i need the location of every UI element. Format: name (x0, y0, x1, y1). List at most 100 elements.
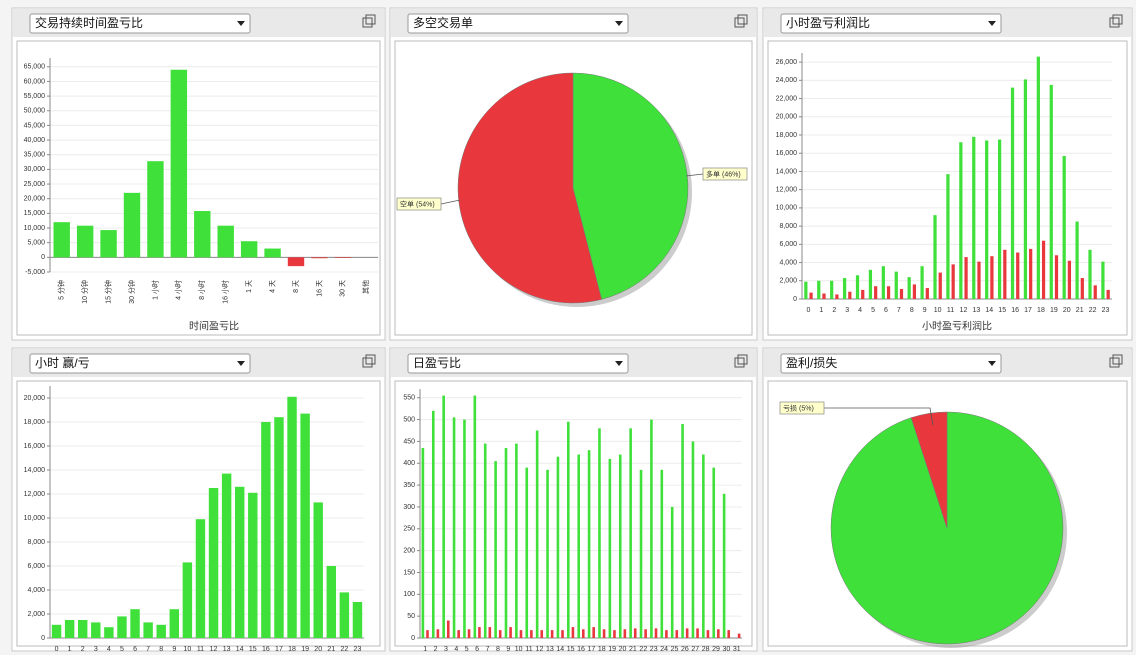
bar (488, 627, 492, 638)
callout-line (685, 173, 704, 177)
x-tick-label: 23 (650, 646, 658, 653)
x-tick-label: 1 (68, 646, 72, 653)
pie-slice (910, 411, 948, 529)
chart-selector[interactable] (29, 353, 251, 374)
bar (287, 396, 297, 638)
bar (143, 622, 153, 638)
y-tick-label: 14,000 (24, 467, 46, 474)
x-tick-label: 30 分钟 (127, 280, 136, 304)
slice-label: 多单 (46%) (706, 169, 741, 178)
maximize-icon[interactable] (362, 17, 373, 28)
callout-line (824, 407, 934, 426)
x-tick-label: 1 (819, 307, 823, 314)
x-axis-label: 时间盈亏比 (189, 320, 239, 333)
bar (842, 278, 847, 299)
chart-selector[interactable] (780, 13, 1002, 34)
x-tick-label: 3 (845, 307, 849, 314)
bar (855, 275, 860, 299)
bar (717, 629, 720, 638)
bar (519, 630, 523, 638)
bar (311, 257, 328, 259)
x-tick-label: 17 (587, 646, 595, 653)
maximize-icon[interactable] (734, 357, 745, 368)
x-tick-label: 29 (712, 646, 720, 653)
bar (274, 417, 284, 638)
y-tick-label: 18,000 (24, 419, 46, 426)
maximize-icon[interactable] (1109, 357, 1120, 368)
x-tick-label: 1 (423, 646, 427, 653)
bar (613, 630, 616, 638)
chart-selector[interactable] (407, 13, 629, 34)
x-tick-label: 11 (525, 646, 532, 653)
bar (894, 271, 898, 299)
x-tick-label: 10 分钟 (80, 280, 89, 304)
callout-line (440, 199, 461, 205)
x-tick-label: 4 (454, 646, 458, 653)
bar (722, 493, 726, 638)
bar (874, 286, 878, 299)
chart-selector[interactable] (780, 353, 1002, 374)
bar (1036, 56, 1040, 300)
bar (623, 629, 627, 638)
bar (540, 630, 544, 638)
bar (598, 428, 601, 638)
y-tick-label: 0 (41, 635, 45, 642)
bar (1106, 289, 1110, 299)
y-tick-label: 4,000 (27, 587, 45, 594)
bar (587, 450, 591, 638)
dropdown-arrow (237, 361, 245, 366)
dropdown-arrow (988, 361, 996, 366)
x-tick-label: 23 (1102, 307, 1110, 314)
x-tick-label: 17 (275, 646, 283, 653)
bar (964, 257, 968, 299)
y-tick-label: 2,000 (779, 278, 797, 285)
x-tick-label: 6 (475, 646, 479, 653)
x-tick-label: 13 (223, 646, 231, 653)
bar (602, 629, 606, 638)
maximize-icon-back (737, 14, 748, 25)
x-tick-label: 27 (691, 646, 699, 653)
x-tick-label: 16 (262, 646, 270, 653)
x-tick-label: 5 分钟 (57, 280, 66, 300)
pie-slice (572, 72, 689, 300)
maximize-icon[interactable] (1109, 17, 1120, 28)
y-tick-label: 12,000 (776, 187, 798, 194)
x-tick-label: 11 (197, 646, 204, 653)
y-tick-label: 40,000 (24, 137, 46, 144)
chart-selector[interactable] (29, 13, 251, 34)
bar (53, 222, 70, 258)
slice-name: 空单 (400, 199, 414, 208)
y-tick-label: 8,000 (779, 223, 797, 230)
x-tick-label: 21 (629, 646, 637, 653)
bar (925, 288, 929, 299)
pie-slice (457, 72, 602, 304)
bar (240, 241, 258, 258)
maximize-icon[interactable] (734, 17, 745, 28)
y-tick-label: 250 (403, 526, 415, 533)
x-tick-label: 7 (486, 646, 490, 653)
x-tick-label: 22 (1089, 307, 1097, 314)
x-tick-label: 11 (947, 307, 954, 314)
y-tick-label: 6,000 (27, 563, 45, 570)
x-tick-label: 15 (249, 646, 257, 653)
x-tick-label: 20 (1063, 307, 1071, 314)
bar (261, 422, 271, 638)
callout-box (702, 167, 748, 181)
maximize-icon[interactable] (362, 357, 373, 368)
bar (577, 454, 580, 638)
x-tick-label: 30 (723, 646, 731, 653)
bar (170, 69, 188, 258)
callout-box (779, 401, 825, 415)
x-tick-label: 2 (81, 646, 85, 653)
bar (727, 630, 731, 638)
bar (463, 419, 466, 638)
bar (1023, 79, 1028, 299)
y-tick-label: 2,000 (27, 611, 45, 618)
bar (1041, 240, 1046, 299)
y-tick-label: 0 (793, 296, 797, 303)
chart-selector[interactable] (407, 353, 629, 374)
y-tick-label: 100 (403, 591, 415, 598)
bar (977, 261, 981, 299)
bar (1101, 261, 1105, 299)
